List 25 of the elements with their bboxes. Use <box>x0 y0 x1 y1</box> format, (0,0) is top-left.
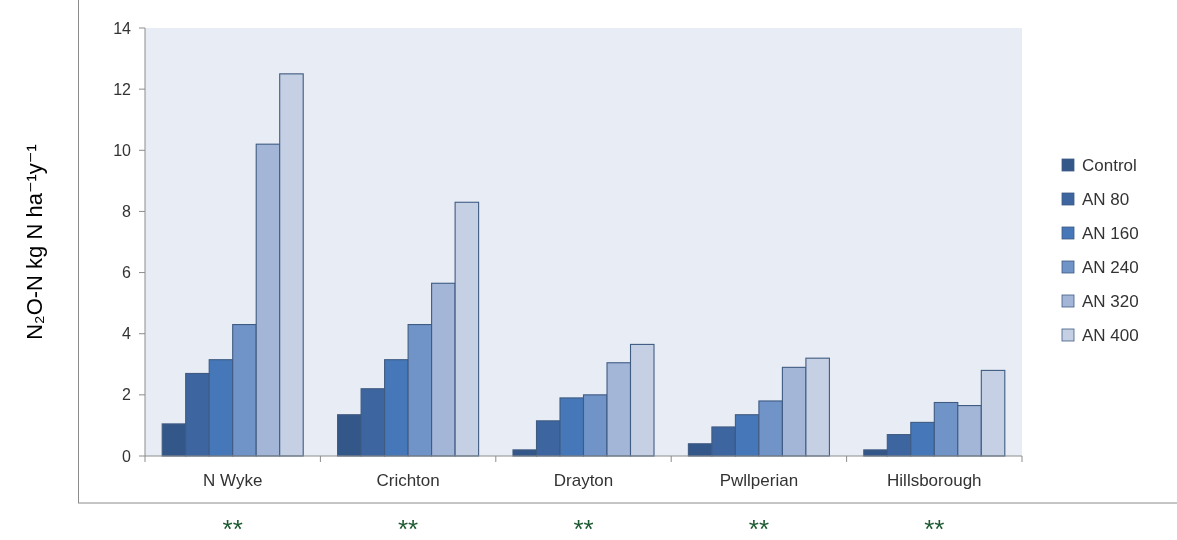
x-tick-label: Hillsborough <box>887 471 982 490</box>
text: ** <box>573 514 594 540</box>
legend-label: AN 320 <box>1082 291 1139 311</box>
legend-label: AN 80 <box>1082 189 1130 209</box>
y-tick-label: 12 <box>113 80 132 98</box>
legend-label: AN 160 <box>1082 223 1139 243</box>
y-tick-label: 6 <box>122 264 132 282</box>
y-tick-label: 8 <box>122 203 132 221</box>
text: ** <box>222 514 243 540</box>
text: ** <box>397 514 419 540</box>
x-tick-label: Crichton <box>376 471 440 490</box>
y-tick-label: 2 <box>122 386 132 404</box>
y-tick-label: 14 <box>113 19 132 37</box>
y-tick-label: 10 <box>113 141 132 159</box>
x-tick-label: Drayton <box>553 471 614 490</box>
y-axis-title: N₂O-N kg N ha⁻¹y⁻¹ <box>22 144 47 340</box>
y-tick-label: 0 <box>122 447 132 465</box>
legend-label: AN 400 <box>1082 325 1139 345</box>
text: ** <box>748 514 770 540</box>
legend-label: Control <box>1082 155 1137 175</box>
x-tick-label: Pwllperian <box>719 471 799 490</box>
y-tick-label: 4 <box>122 325 132 343</box>
text: ** <box>924 514 945 540</box>
x-tick-label: N Wyke <box>203 471 263 490</box>
legend-label: AN 240 <box>1082 257 1139 277</box>
